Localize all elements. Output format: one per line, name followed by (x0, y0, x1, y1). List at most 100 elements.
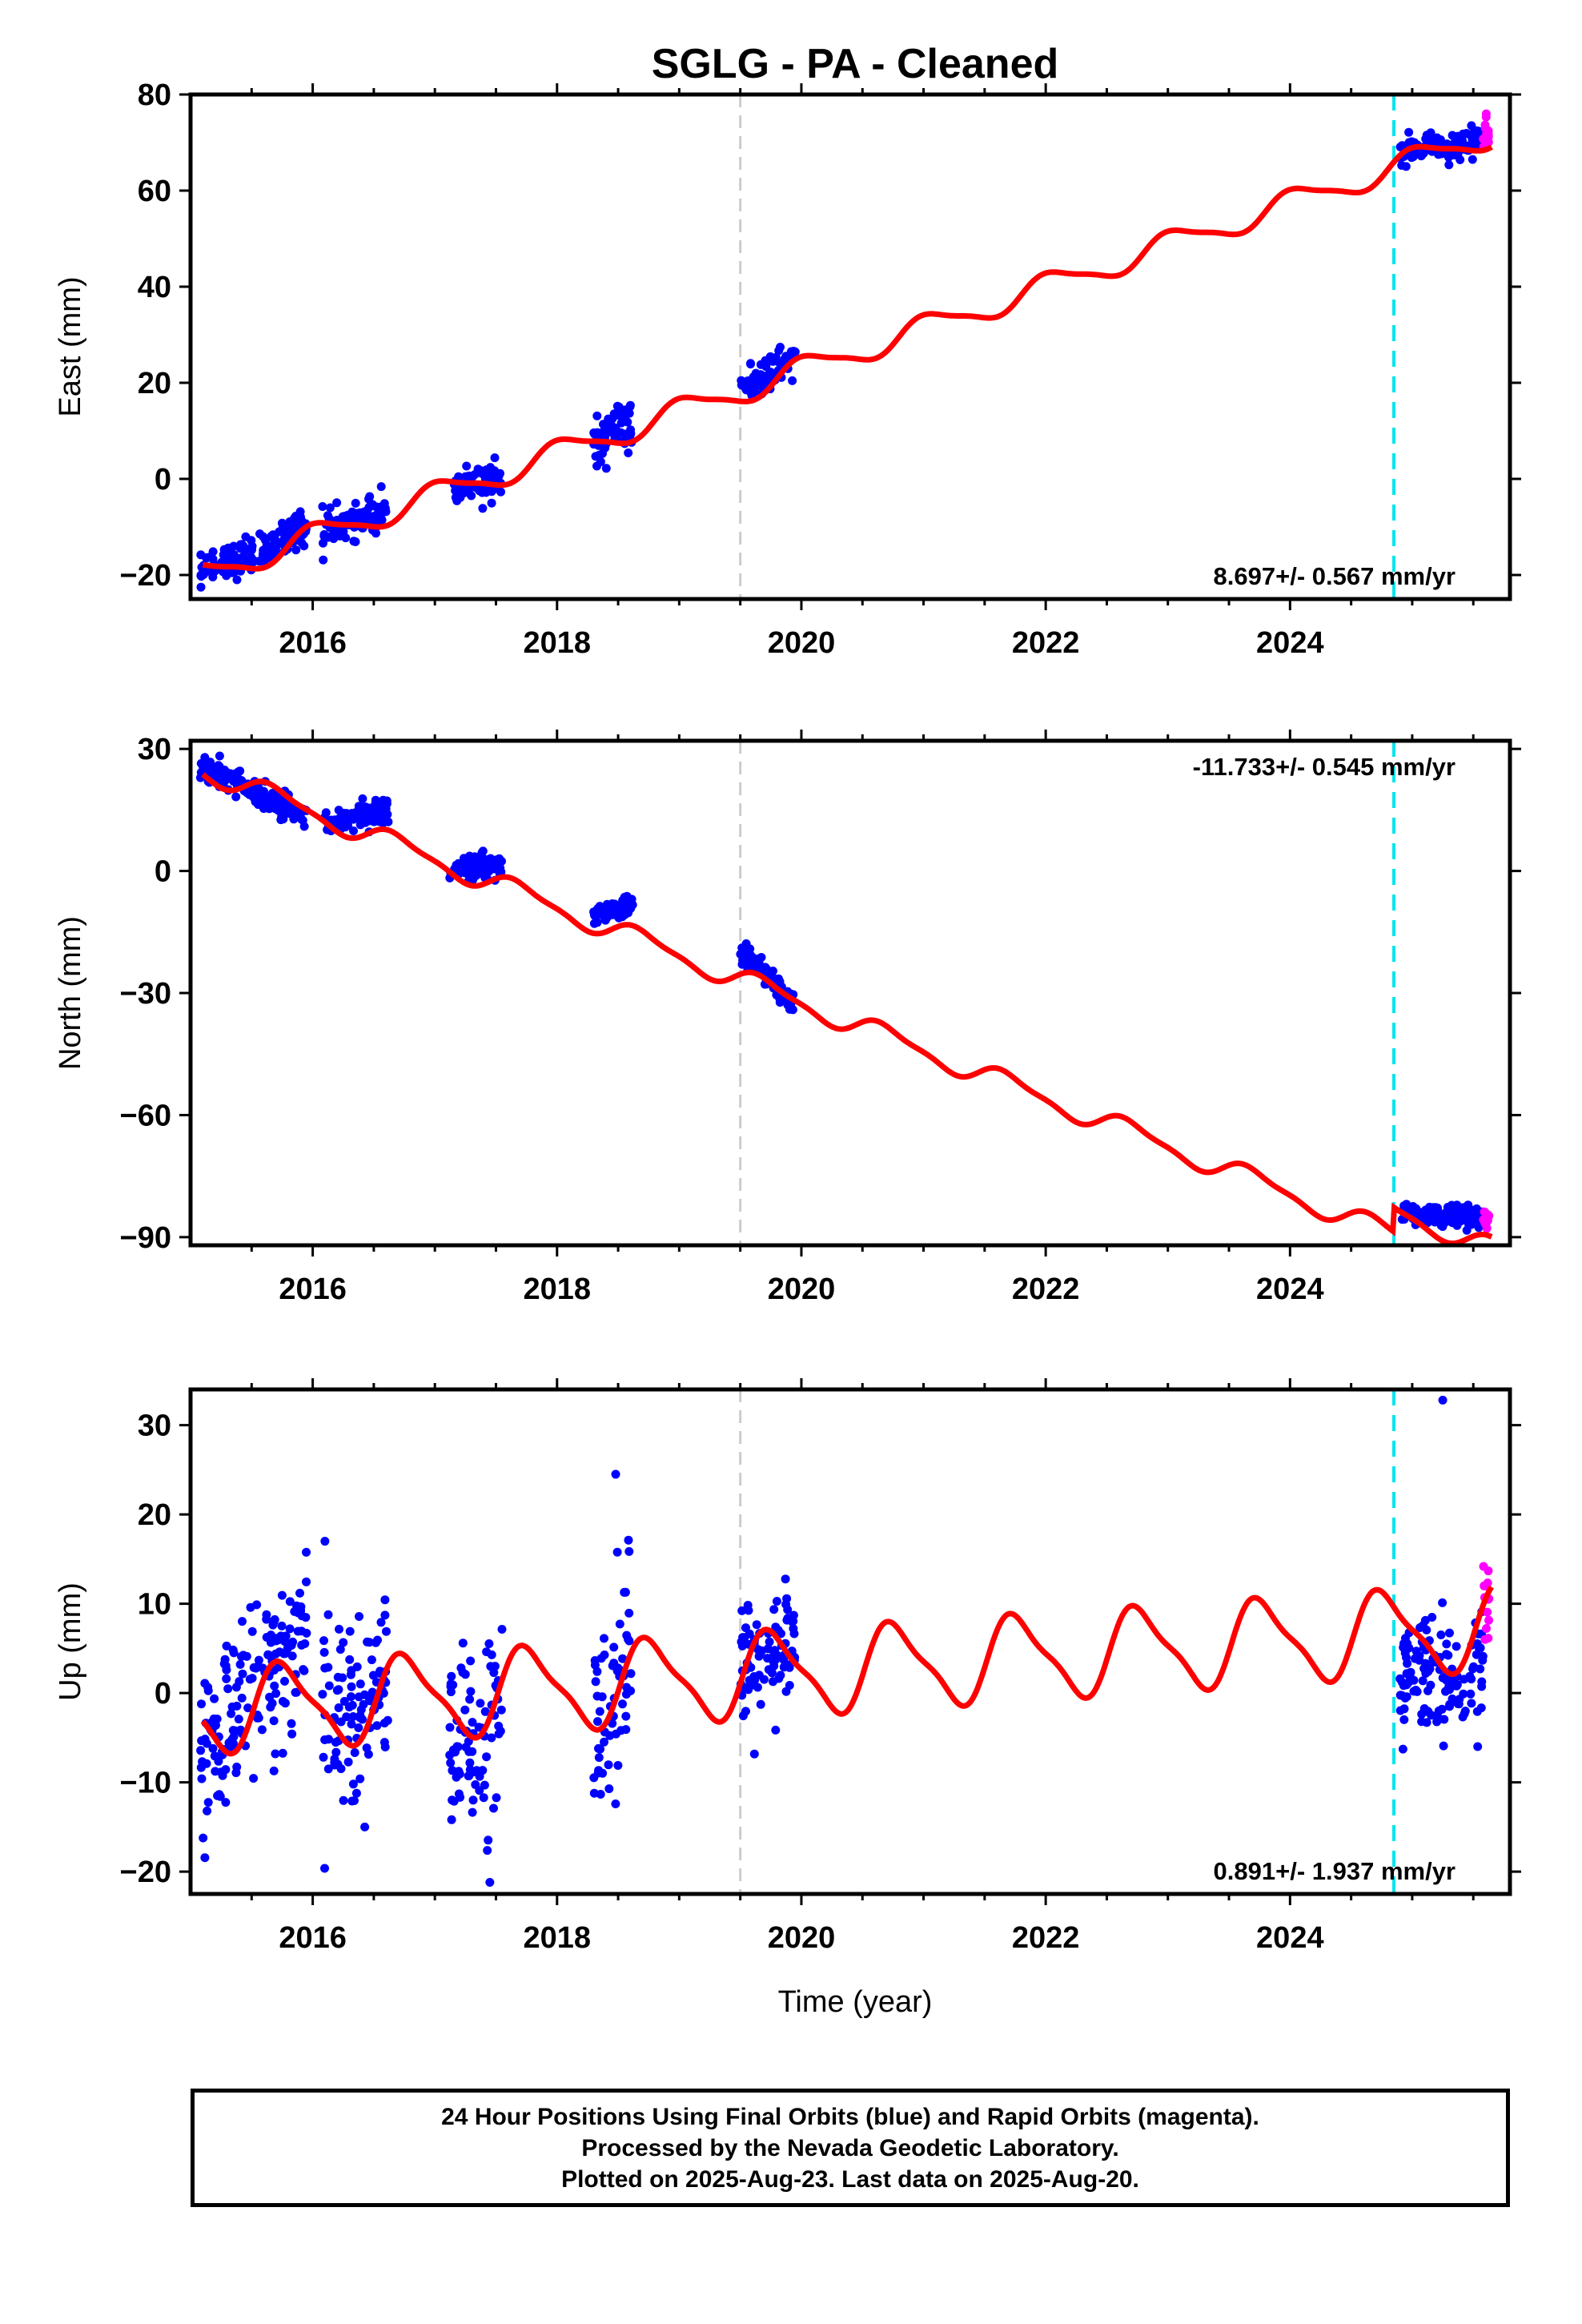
final-orbit-point (249, 1774, 259, 1783)
final-orbit-point (464, 1771, 474, 1780)
final-orbit-point (451, 493, 460, 502)
y-tick-label: 0 (155, 855, 171, 889)
final-orbit-point (470, 852, 480, 862)
final-orbit-point (472, 867, 481, 877)
final-orbit-point (595, 1707, 604, 1716)
final-orbit-point (788, 376, 797, 385)
final-orbit-point (472, 860, 481, 869)
final-orbit-point (362, 1743, 371, 1753)
final-orbit-point (789, 1616, 798, 1626)
x-tick-label: 2016 (279, 626, 347, 660)
final-orbit-point (590, 1656, 600, 1665)
final-orbit-point (475, 1771, 484, 1781)
final-orbit-point (612, 1667, 622, 1675)
final-orbit-point (275, 527, 284, 537)
final-orbit-point (1452, 1642, 1461, 1651)
y-tick-label: 30 (138, 1409, 171, 1443)
final-orbit-point (478, 504, 488, 513)
final-orbit-point (199, 1833, 208, 1843)
final-orbit-point (237, 1652, 246, 1661)
final-orbit-point (376, 482, 386, 492)
final-orbit-point (246, 553, 255, 561)
final-orbit-point (368, 1671, 378, 1680)
final-orbit-point (264, 551, 274, 561)
x-tick-label: 2020 (768, 626, 836, 660)
x-tick-label: 2022 (1012, 1921, 1080, 1955)
final-orbit-point (453, 861, 463, 870)
final-orbit-point (331, 1747, 341, 1757)
rapid-orbit-point (1484, 138, 1493, 147)
y-tick-label: 40 (138, 271, 171, 304)
final-orbit-point (1447, 131, 1457, 140)
y-axis-label: East (mm) (54, 276, 87, 416)
final-orbit-point (1398, 1744, 1407, 1754)
final-orbit-point (473, 464, 483, 474)
final-orbit-point (221, 1798, 231, 1807)
final-orbit-point (479, 470, 488, 479)
final-orbit-point (754, 1651, 764, 1661)
final-orbit-point (737, 1606, 747, 1615)
final-orbit-point (611, 1470, 620, 1479)
final-orbit-point (445, 1723, 455, 1732)
final-orbit-point (486, 1662, 496, 1671)
final-orbit-point (611, 1799, 620, 1808)
final-orbit-point (485, 1878, 495, 1888)
final-orbit-point (746, 359, 755, 368)
final-orbit-point (1406, 1204, 1415, 1213)
final-orbit-point (771, 1622, 781, 1632)
final-orbit-point (776, 1671, 785, 1680)
final-orbit-point (252, 1600, 262, 1610)
final-orbit-point (596, 1744, 605, 1754)
final-orbit-point (772, 1597, 781, 1606)
final-orbit-point (624, 1608, 634, 1618)
final-orbit-point (1453, 1213, 1463, 1223)
final-orbit-point (229, 1648, 239, 1658)
final-orbit-point (1441, 1687, 1450, 1696)
x-tick-label: 2024 (1256, 1921, 1324, 1955)
trend-model-line (200, 1585, 1495, 1757)
data-points (195, 751, 1494, 1235)
final-orbit-point (347, 507, 357, 517)
final-orbit-point (320, 1663, 330, 1673)
final-orbit-point (1411, 1686, 1420, 1695)
final-orbit-point (600, 1737, 608, 1747)
final-orbit-point (1418, 1676, 1427, 1686)
final-orbit-point (1422, 1625, 1431, 1634)
final-orbit-point (351, 537, 360, 546)
x-tick-label: 2016 (279, 1921, 347, 1955)
final-orbit-point (1474, 1223, 1484, 1232)
final-orbit-point (234, 1715, 243, 1724)
final-orbit-point (203, 553, 212, 562)
final-orbit-point (1400, 1648, 1410, 1658)
final-orbit-point (489, 1803, 498, 1813)
final-orbit-point (767, 1668, 777, 1678)
final-orbit-point (614, 905, 624, 915)
final-orbit-point (769, 1657, 778, 1667)
final-orbit-point (1425, 1664, 1435, 1674)
final-orbit-point (1476, 1664, 1485, 1674)
final-orbit-point (1467, 121, 1476, 131)
final-orbit-point (285, 517, 295, 526)
final-orbit-point (231, 1726, 240, 1735)
final-orbit-point (287, 1719, 296, 1728)
final-orbit-point (624, 1546, 634, 1556)
footer-line-2: Processed by the Nevada Geodetic Laborat… (581, 2134, 1119, 2161)
final-orbit-point (1464, 1200, 1473, 1210)
final-orbit-point (777, 1629, 785, 1638)
final-orbit-point (593, 1768, 603, 1778)
final-orbit-point (354, 802, 363, 811)
final-orbit-point (238, 1617, 247, 1626)
final-orbit-point (1403, 1678, 1413, 1687)
final-orbit-point (491, 860, 500, 870)
final-orbit-point (1409, 151, 1419, 161)
final-orbit-point (781, 1599, 791, 1609)
x-tick-label: 2022 (1012, 1273, 1080, 1306)
footer-line-3: Plotted on 2025-Aug-23. Last data on 202… (561, 2165, 1139, 2193)
final-orbit-point (1399, 1704, 1409, 1714)
final-orbit-point (1472, 1204, 1481, 1213)
final-orbit-point (293, 1626, 303, 1636)
final-orbit-point (291, 545, 301, 555)
final-orbit-point (348, 1779, 358, 1789)
final-orbit-point (765, 1637, 774, 1647)
